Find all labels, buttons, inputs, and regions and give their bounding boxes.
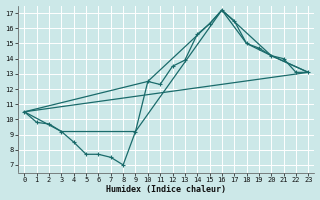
X-axis label: Humidex (Indice chaleur): Humidex (Indice chaleur): [106, 185, 226, 194]
